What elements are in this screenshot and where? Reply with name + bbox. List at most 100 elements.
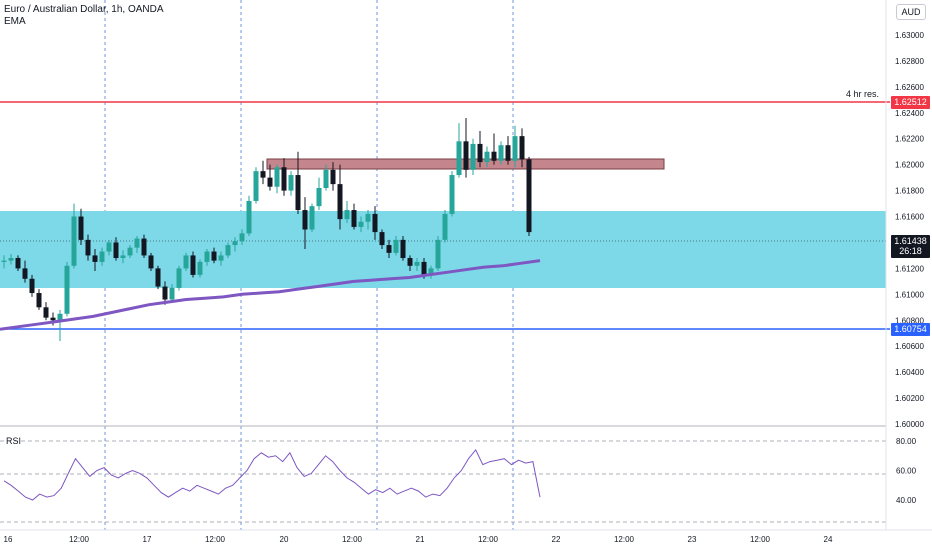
candle-body[interactable] <box>267 177 273 187</box>
rsi-tick-label: 40.00 <box>896 496 917 505</box>
candle-body[interactable] <box>344 210 350 220</box>
candle-body[interactable] <box>246 200 252 234</box>
price-tick-label: 1.61000 <box>895 290 924 299</box>
candle-body[interactable] <box>274 167 280 187</box>
candle-body[interactable] <box>134 238 140 248</box>
candle-body[interactable] <box>113 242 119 259</box>
candle-body[interactable] <box>148 255 154 269</box>
candle-body[interactable] <box>239 233 245 242</box>
rsi-indicator-label[interactable]: RSI <box>6 436 22 446</box>
candle-body[interactable] <box>449 175 455 214</box>
time-tick-label: 12:00 <box>342 535 363 544</box>
candle-body[interactable] <box>288 175 294 191</box>
candle-body[interactable] <box>365 213 371 222</box>
candle-body[interactable] <box>442 213 448 240</box>
time-tick-label: 12:00 <box>69 535 90 544</box>
rsi-tick-label: 80.00 <box>896 437 917 446</box>
candle-body[interactable] <box>407 258 413 266</box>
candle-body[interactable] <box>43 307 49 318</box>
candle-body[interactable] <box>204 251 210 262</box>
candle-body[interactable] <box>372 213 378 233</box>
candle-body[interactable] <box>85 239 91 256</box>
rsi-line <box>3 448 541 501</box>
candle-body[interactable] <box>253 171 259 201</box>
candle-body[interactable] <box>50 317 56 321</box>
candle-body[interactable] <box>218 255 224 261</box>
candle-body[interactable] <box>428 268 434 275</box>
candle-body[interactable] <box>400 239 406 259</box>
support-price-tag: 1.60754 <box>891 323 930 336</box>
candle-body[interactable] <box>176 268 182 288</box>
time-tick-label: 24 <box>824 535 833 544</box>
time-tick-label: 20 <box>280 535 289 544</box>
current-price-value: 1.61438 <box>894 236 927 246</box>
candle-body[interactable] <box>106 242 112 252</box>
candle-body[interactable] <box>323 169 329 189</box>
candle-body[interactable] <box>8 258 14 261</box>
candle-body[interactable] <box>1 260 7 262</box>
candle-body[interactable] <box>477 143 483 163</box>
candle-body[interactable] <box>463 141 469 170</box>
candle-body[interactable] <box>99 251 105 262</box>
ema-indicator-label[interactable]: EMA <box>4 16 26 27</box>
candle-body[interactable] <box>302 210 308 230</box>
candle-body[interactable] <box>141 238 147 256</box>
candle-body[interactable] <box>393 239 399 253</box>
candle-body[interactable] <box>414 261 420 266</box>
price-tick-label: 1.61200 <box>895 264 924 273</box>
time-tick-label: 12:00 <box>750 535 771 544</box>
candle-body[interactable] <box>260 171 266 178</box>
price-tick-label: 1.60600 <box>895 342 924 351</box>
candle-body[interactable] <box>57 313 63 321</box>
time-tick-label: 17 <box>143 535 152 544</box>
time-tick-label: 12:00 <box>478 535 499 544</box>
candle-body[interactable] <box>491 151 497 161</box>
candle-body[interactable] <box>295 175 301 211</box>
candle-body[interactable] <box>470 143 476 170</box>
candle-body[interactable] <box>29 278 35 294</box>
candle-body[interactable] <box>421 261 427 275</box>
candle-body[interactable] <box>379 232 385 246</box>
candle-body[interactable] <box>211 251 217 261</box>
candle-body[interactable] <box>358 221 364 227</box>
candle-body[interactable] <box>155 268 161 287</box>
candle-body[interactable] <box>309 206 315 230</box>
candle-body[interactable] <box>456 141 462 176</box>
candle-body[interactable] <box>127 247 133 256</box>
candle-body[interactable] <box>232 241 238 246</box>
candle-body[interactable] <box>64 265 70 314</box>
candle-body[interactable] <box>92 255 98 262</box>
candle-body[interactable] <box>183 255 189 269</box>
symbol-title[interactable]: Euro / Australian Dollar, 1h, OANDA <box>4 4 164 15</box>
candle-body[interactable] <box>512 136 518 161</box>
price-tick-label: 1.63000 <box>895 31 924 40</box>
candle-body[interactable] <box>498 145 504 161</box>
price-tick-label: 1.62200 <box>895 135 924 144</box>
candle-body[interactable] <box>337 184 343 220</box>
candle-body[interactable] <box>484 151 490 163</box>
candle-body[interactable] <box>36 293 42 308</box>
currency-button[interactable]: AUD <box>896 4 926 20</box>
candle-body[interactable] <box>316 188 322 207</box>
candle-body[interactable] <box>15 258 21 269</box>
candle-body[interactable] <box>435 239 441 269</box>
candle-body[interactable] <box>526 159 532 233</box>
candle-body[interactable] <box>169 287 175 300</box>
current-price-tag: 1.61438 26:18 <box>891 235 930 258</box>
candle-body[interactable] <box>519 136 525 160</box>
candle-body[interactable] <box>78 216 84 240</box>
candle-body[interactable] <box>197 261 203 275</box>
candle-body[interactable] <box>386 245 392 253</box>
candle-body[interactable] <box>22 268 28 279</box>
candle-body[interactable] <box>225 245 231 256</box>
candle-body[interactable] <box>505 145 511 161</box>
candle-body[interactable] <box>190 255 196 275</box>
candle-body[interactable] <box>351 210 357 227</box>
candle-body[interactable] <box>330 169 336 185</box>
candle-body[interactable] <box>162 286 168 300</box>
candle-body[interactable] <box>281 167 287 191</box>
candle-body[interactable] <box>120 255 126 259</box>
candle-body[interactable] <box>71 216 77 266</box>
